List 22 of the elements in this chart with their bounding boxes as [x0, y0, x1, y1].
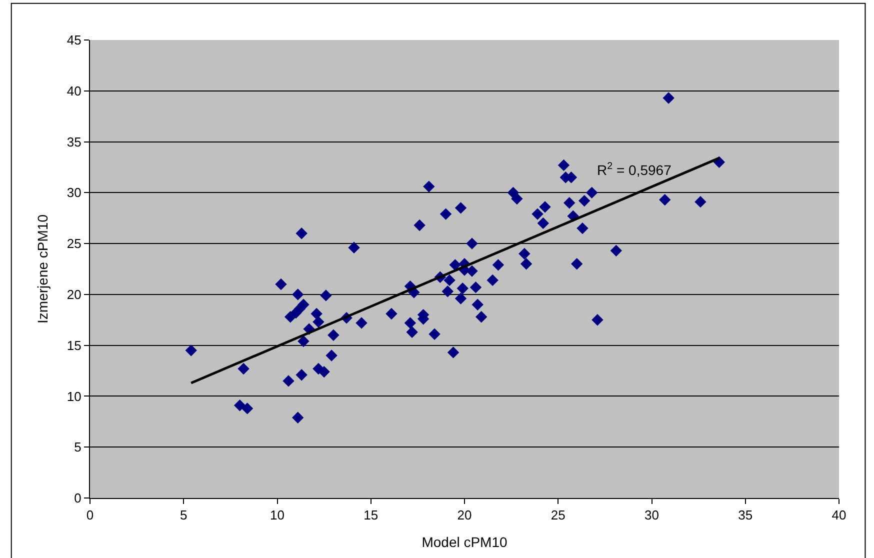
y-tick-label: 0 [74, 490, 82, 506]
x-tick-label: 35 [738, 508, 753, 523]
annotation: R$^{2}$ = 0,5967 [597, 161, 672, 178]
x-tick-label: 40 [832, 508, 846, 523]
x-tick-label: 10 [270, 508, 284, 523]
y-tick-label: 30 [66, 185, 82, 200]
y-axis-title: Izmerjene cPM10 [34, 214, 51, 324]
x-tick-label: 15 [364, 508, 378, 523]
y-tick-label: 5 [74, 440, 82, 455]
x-tick-label: 30 [644, 508, 659, 523]
y-tick-label: 35 [66, 134, 82, 150]
y-tick-label: 40 [66, 83, 82, 98]
x-tick-label: 5 [180, 508, 188, 523]
y-tick-label: 20 [66, 286, 82, 302]
y-tick-label: 45 [66, 32, 82, 48]
x-axis-title: Model cPM10 [422, 534, 508, 550]
x-tick-label: 20 [457, 508, 472, 523]
x-tick-label: 0 [86, 508, 94, 523]
y-tick-label: 15 [66, 338, 82, 353]
y-tick-label: 10 [66, 388, 82, 404]
x-tick-label: 25 [550, 508, 566, 523]
y-tick-label: 25 [66, 236, 82, 252]
